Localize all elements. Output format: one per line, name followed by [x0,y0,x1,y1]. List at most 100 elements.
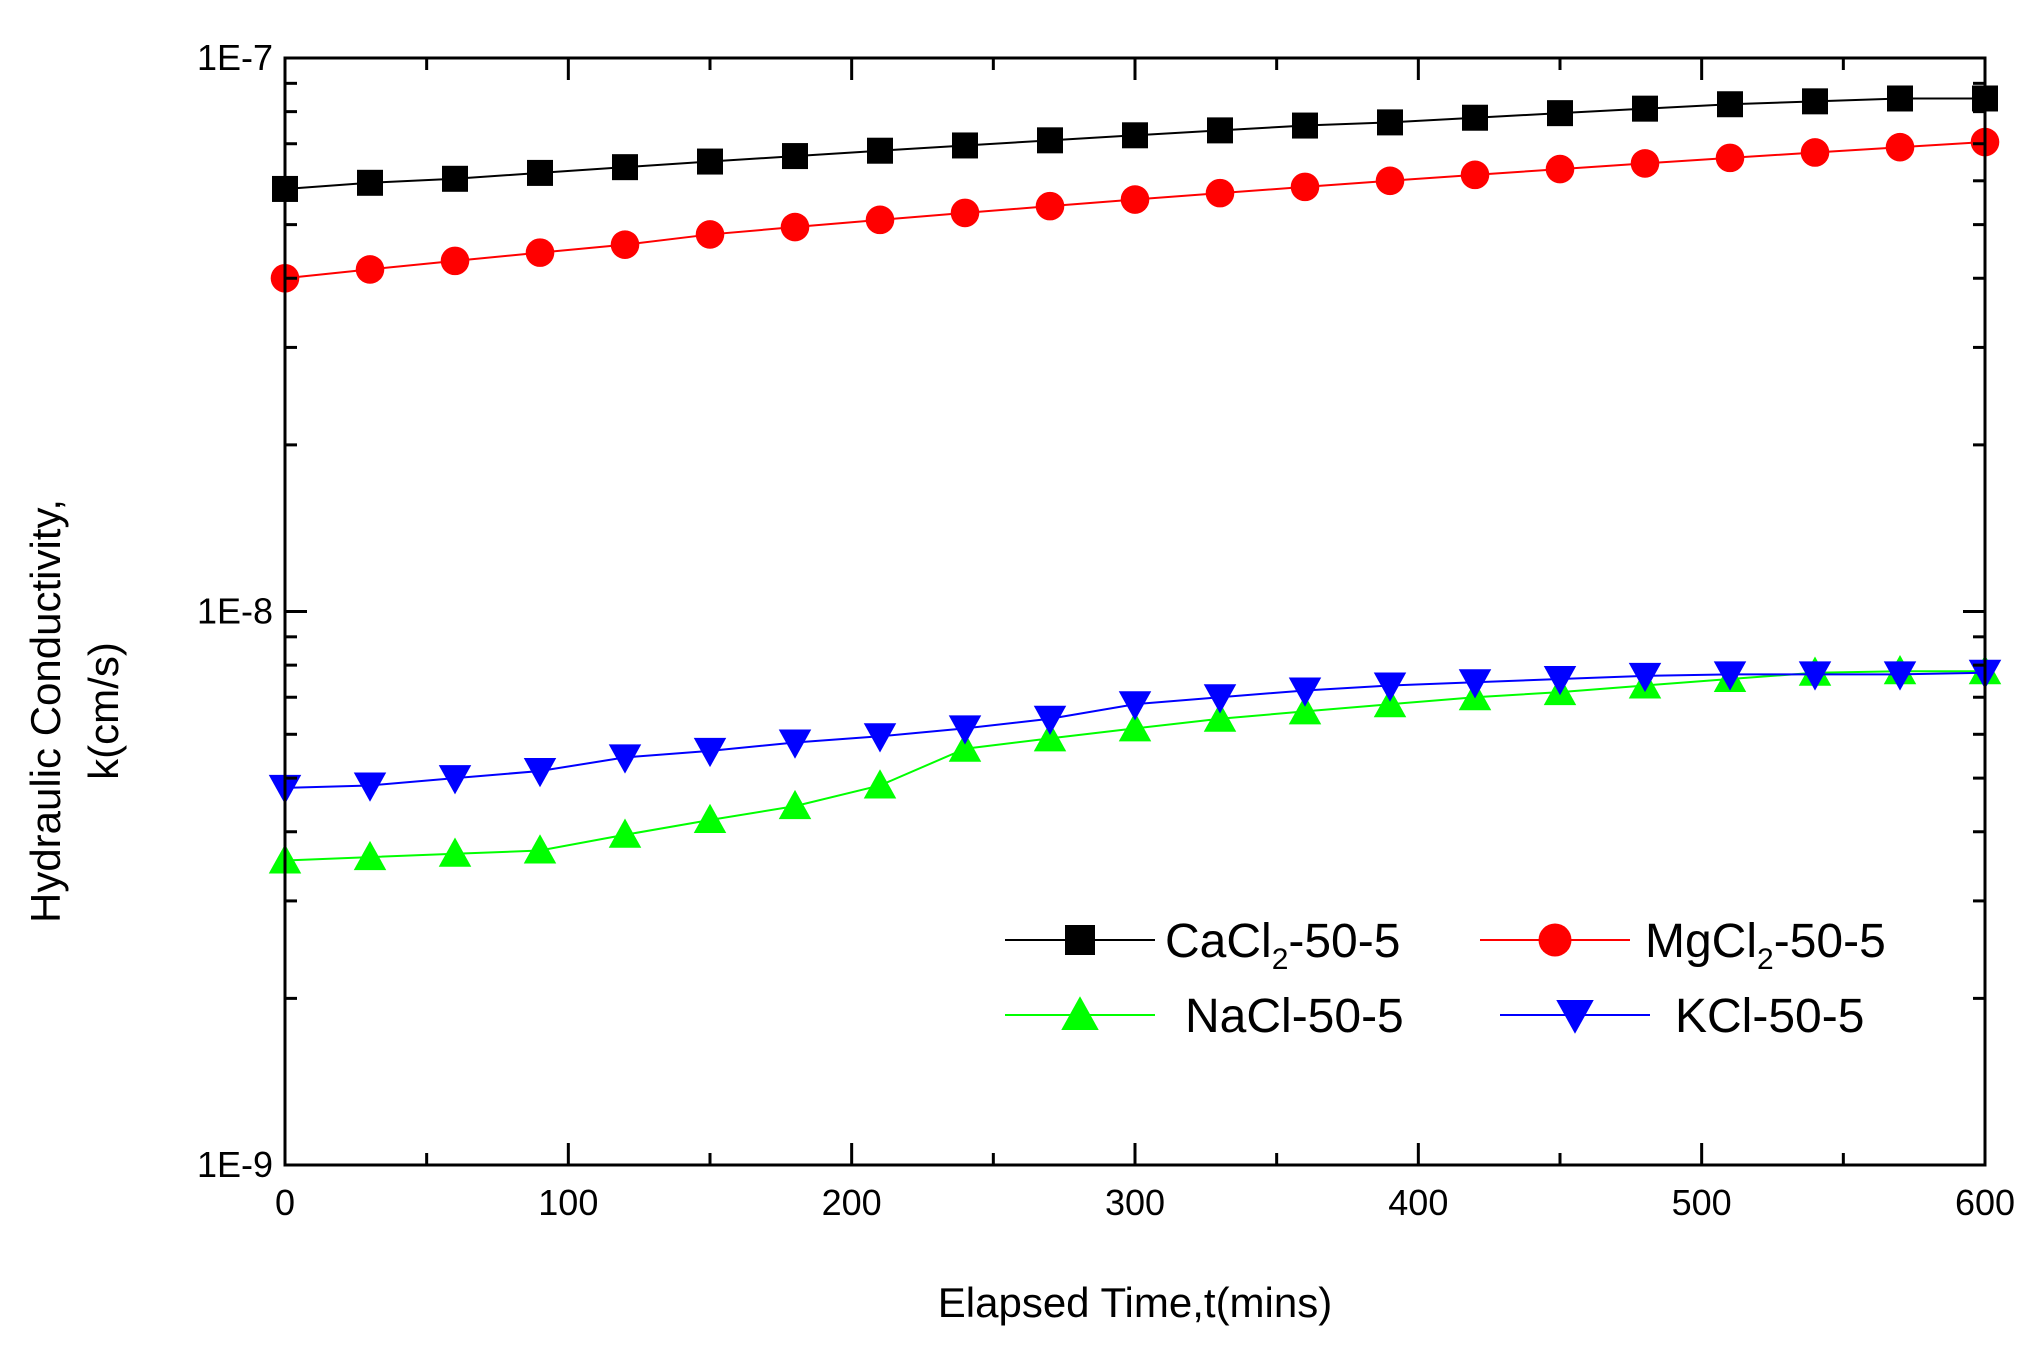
data-point [1800,138,1830,167]
data-point [353,840,387,871]
data-point [1288,695,1322,725]
data-point [1628,662,1662,693]
data-point [1713,661,1747,691]
data-point [610,230,640,259]
data-point [1118,691,1152,721]
x-tick-label: 600 [1955,1182,2015,1223]
data-point [778,789,812,820]
data-point [1037,127,1063,154]
x-tick-label: 100 [538,1182,598,1223]
ticks-layer: 0 100 200 300 400 500 600 1E-9 1E-8 1E-7 [197,37,2015,1223]
data-point [1798,661,1832,691]
data-point [357,169,383,196]
data-point [355,255,385,284]
data-point [438,837,472,867]
data-point [780,212,810,242]
x-axis-title: Elapsed Time,t(mins) [938,1279,1332,1326]
data-point [525,238,555,267]
data-point [1717,91,1743,118]
data-point [527,159,553,186]
legend-item-CaCl2-50-5: CaCl2-50-5 [1005,915,1400,976]
data-point [1377,109,1403,136]
legend-label: CaCl2-50-5 [1165,915,1400,976]
data-point [863,769,897,799]
data-point [1547,100,1573,127]
data-point [1207,117,1233,144]
x-tick-label: 400 [1388,1182,1448,1223]
data-point [693,737,727,768]
data-point [1375,166,1405,196]
data-point [1373,687,1407,718]
data-point [863,723,897,753]
data-point [612,154,638,181]
data-point [1118,712,1152,742]
x-tick-label: 300 [1105,1182,1165,1223]
y-axis-title-line1: Hydraulic Conductivity, [22,499,69,923]
legend-item-MgCl2-50-5: MgCl2-50-5 [1480,915,1886,976]
data-point [1035,191,1065,221]
data-point [693,803,727,834]
legend-label: KCl-50-5 [1675,990,1864,1043]
data-point [1205,178,1235,208]
data-point [1632,95,1658,122]
data-point [1545,154,1575,184]
y-tick-label: 1E-8 [197,591,273,632]
data-point [952,132,978,159]
y-axis-title-line2: k(cm/s) [80,642,127,780]
data-point [523,758,557,788]
data-point [1122,122,1148,149]
data-point [948,715,982,745]
x-tick-label: 500 [1672,1182,1732,1223]
data-point [1885,132,1915,162]
data-point [1462,104,1488,131]
data-point [867,137,893,164]
data-point [1203,702,1237,732]
data-point [1033,722,1067,752]
data-point [1292,112,1318,139]
y-tick-label: 1E-9 [197,1144,273,1185]
data-point [1033,705,1067,736]
legend-label: MgCl2-50-5 [1645,915,1886,976]
y-tick-label: 1E-7 [197,37,273,78]
data-point [608,818,642,848]
data-point [353,772,387,802]
data-point [778,729,812,759]
data-point [1458,669,1492,699]
data-point [1120,185,1150,214]
data-point [438,765,472,795]
data-point [1543,666,1577,696]
data-point [948,732,982,762]
data-point [1373,672,1407,702]
data-point [1630,149,1660,178]
data-point [865,205,895,235]
data-point [608,744,642,774]
data-point [697,148,723,175]
data-point [1288,677,1322,707]
legend-item-KCl-50-5: KCl-50-5 [1500,990,1864,1043]
x-tick-label: 0 [275,1182,295,1223]
legend-label: NaCl-50-5 [1185,990,1404,1043]
data-point [440,246,470,276]
data-point [1883,661,1917,691]
data-point [1460,160,1490,190]
data-point [1715,143,1745,173]
data-point [1538,923,1572,957]
data-point [950,198,980,228]
data-point [1802,88,1828,115]
data-point [1887,85,1913,112]
data-point [1556,1000,1594,1034]
legend-item-NaCl-50-5: NaCl-50-5 [1005,990,1404,1043]
legend: CaCl2-50-5 MgCl2-50-5 NaCl-50-5 KCl-50-5 [1005,915,1886,1043]
data-point [695,220,725,249]
x-tick-label: 200 [822,1182,882,1223]
data-point [1061,996,1099,1030]
data-point [442,165,468,192]
data-point [523,834,557,864]
data-point [1290,172,1320,202]
data-point [1065,925,1095,955]
series-KCl-50-5 [268,659,2002,805]
data-point [1203,684,1237,714]
data-point [782,143,808,170]
plot-layer [268,85,2002,874]
